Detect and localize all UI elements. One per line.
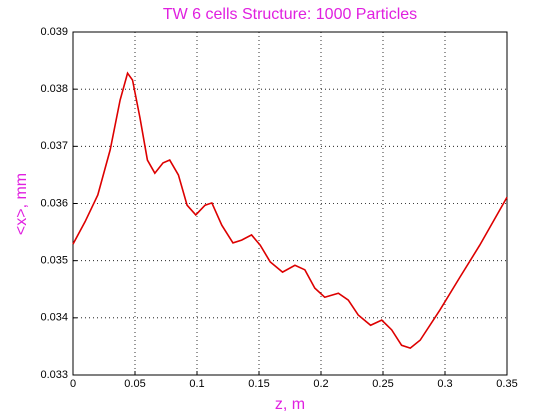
- y-tick-label: 0.039: [40, 26, 68, 38]
- x-tick-label: 0.35: [496, 378, 517, 390]
- x-tick-label: 0.3: [437, 378, 452, 390]
- y-tick-label: 0.038: [40, 83, 68, 95]
- chart-title: TW 6 cells Structure: 1000 Particles: [163, 6, 417, 23]
- y-tick-label: 0.037: [40, 140, 68, 152]
- x-tick-label: 0.05: [124, 378, 145, 390]
- y-tick-label: 0.034: [40, 312, 68, 324]
- x-tick-label: 0.25: [372, 378, 393, 390]
- line-series: [72, 71, 508, 350]
- x-tick-label: 0.2: [313, 378, 328, 390]
- y-axis-label: <x>, mm: [13, 173, 30, 235]
- y-tick-label: 0.035: [40, 255, 68, 267]
- plot-frame: [72, 31, 508, 376]
- y-tick-label: 0.033: [40, 369, 68, 381]
- y-tick-label: 0.036: [40, 197, 68, 209]
- x-tick-label: 0.1: [189, 378, 204, 390]
- x-axis-label: z, m: [275, 396, 305, 413]
- x-tick-label: 0: [70, 378, 76, 390]
- x-tick-label: 0.15: [248, 378, 269, 390]
